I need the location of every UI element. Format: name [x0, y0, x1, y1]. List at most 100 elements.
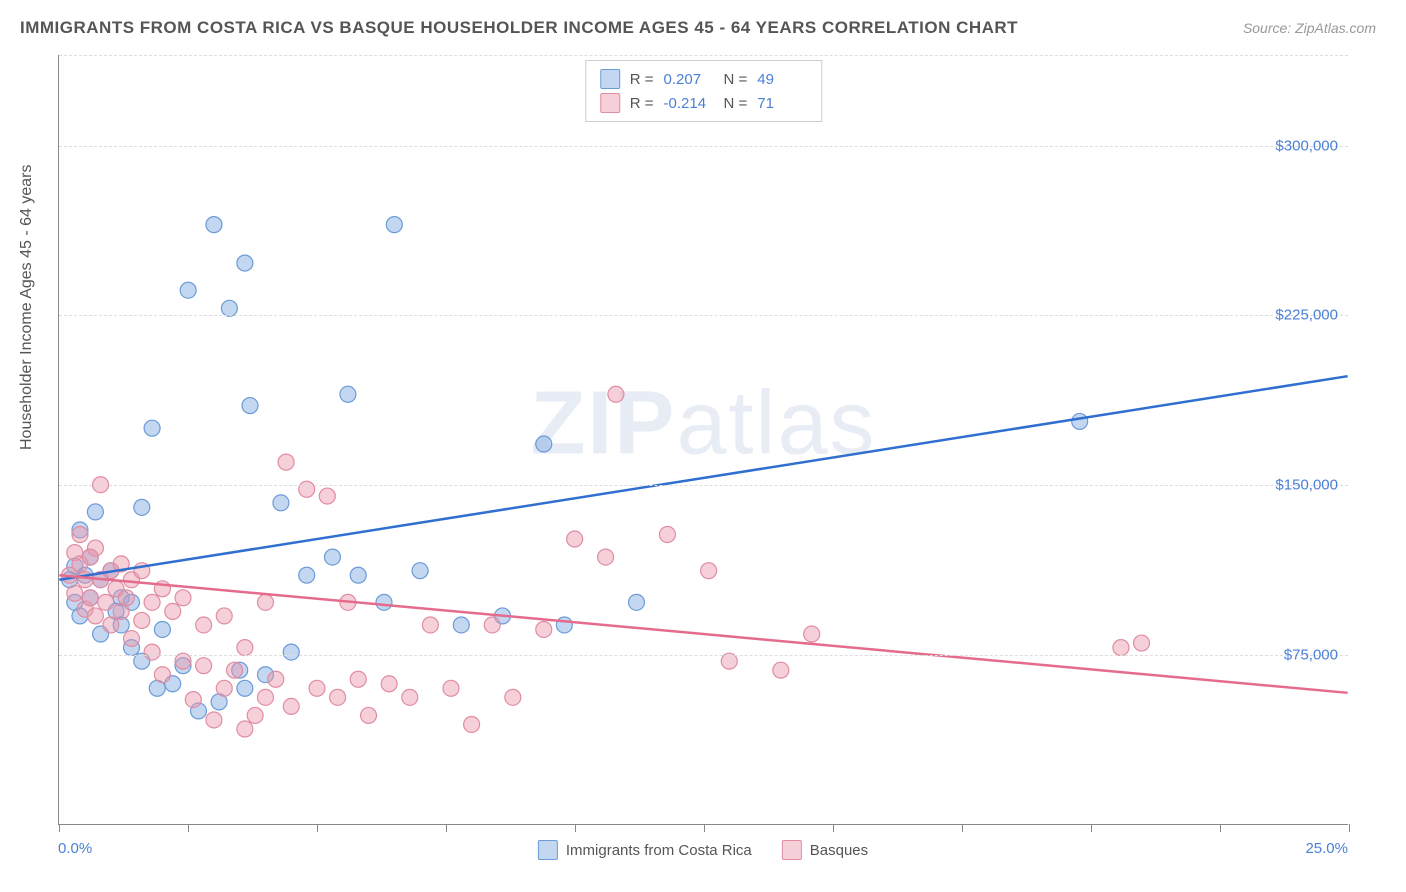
- data-point: [103, 617, 119, 633]
- data-point: [608, 386, 624, 402]
- legend-item: Immigrants from Costa Rica: [538, 840, 752, 860]
- data-point: [422, 617, 438, 633]
- x-axis: 0.0% 25.0% Immigrants from Costa Rica Ba…: [58, 840, 1348, 870]
- data-point: [443, 680, 459, 696]
- x-tick: [59, 824, 60, 832]
- data-point: [484, 617, 500, 633]
- data-point: [67, 585, 83, 601]
- x-tick: [575, 824, 576, 832]
- data-point: [701, 563, 717, 579]
- data-point: [453, 617, 469, 633]
- stats-legend-box: R = 0.207 N = 49 R = -0.214 N = 71: [585, 60, 823, 122]
- data-point: [87, 540, 103, 556]
- gridline: [59, 55, 1348, 56]
- r-value: 0.207: [664, 71, 714, 88]
- data-point: [237, 680, 253, 696]
- swatch-icon: [600, 69, 620, 89]
- data-point: [299, 567, 315, 583]
- x-tick: [962, 824, 963, 832]
- stats-row: R = 0.207 N = 49: [600, 67, 808, 91]
- gridline: [59, 655, 1348, 656]
- data-point: [237, 721, 253, 737]
- data-point: [118, 590, 134, 606]
- data-point: [536, 436, 552, 452]
- swatch-icon: [600, 93, 620, 113]
- gridline: [59, 485, 1348, 486]
- n-value: 71: [757, 95, 807, 112]
- y-tick-label: $225,000: [1275, 307, 1338, 324]
- x-tick: [446, 824, 447, 832]
- data-point: [185, 692, 201, 708]
- data-point: [154, 667, 170, 683]
- plot-area: ZIPatlas R = 0.207 N = 49 R = -0.214 N =…: [58, 55, 1348, 825]
- data-point: [464, 716, 480, 732]
- data-point: [87, 504, 103, 520]
- r-label: R =: [630, 95, 654, 112]
- data-point: [154, 621, 170, 637]
- data-point: [330, 689, 346, 705]
- y-tick-label: $300,000: [1275, 137, 1338, 154]
- legend-item: Basques: [782, 840, 868, 860]
- data-point: [206, 217, 222, 233]
- data-point: [87, 608, 103, 624]
- data-point: [257, 689, 273, 705]
- data-point: [237, 640, 253, 656]
- n-value: 49: [757, 71, 807, 88]
- data-point: [412, 563, 428, 579]
- data-point: [98, 594, 114, 610]
- data-point: [299, 481, 315, 497]
- data-point: [340, 386, 356, 402]
- data-point: [123, 631, 139, 647]
- scatter-plot-svg: [59, 55, 1348, 824]
- data-point: [319, 488, 335, 504]
- data-point: [376, 594, 392, 610]
- data-point: [1113, 640, 1129, 656]
- data-point: [216, 680, 232, 696]
- y-tick-label: $75,000: [1284, 647, 1338, 664]
- legend-label: Basques: [810, 842, 868, 859]
- gridline: [59, 315, 1348, 316]
- data-point: [309, 680, 325, 696]
- data-point: [221, 300, 237, 316]
- swatch-icon: [782, 840, 802, 860]
- x-tick: [1220, 824, 1221, 832]
- data-point: [216, 608, 232, 624]
- data-point: [165, 603, 181, 619]
- trend-line: [59, 575, 1347, 693]
- data-point: [134, 499, 150, 515]
- x-tick: [1091, 824, 1092, 832]
- data-point: [283, 644, 299, 660]
- data-point: [175, 590, 191, 606]
- data-point: [237, 255, 253, 271]
- n-label: N =: [724, 95, 748, 112]
- data-point: [72, 527, 88, 543]
- data-point: [283, 698, 299, 714]
- data-point: [144, 420, 160, 436]
- x-tick: [188, 824, 189, 832]
- y-tick-label: $150,000: [1275, 477, 1338, 494]
- data-point: [402, 689, 418, 705]
- data-point: [386, 217, 402, 233]
- data-point: [629, 594, 645, 610]
- x-tick: [704, 824, 705, 832]
- y-axis-label: Householder Income Ages 45 - 64 years: [18, 165, 36, 451]
- data-point: [196, 658, 212, 674]
- data-point: [536, 621, 552, 637]
- data-point: [350, 671, 366, 687]
- data-point: [134, 612, 150, 628]
- data-point: [180, 282, 196, 298]
- data-point: [598, 549, 614, 565]
- stats-row: R = -0.214 N = 71: [600, 91, 808, 115]
- data-point: [361, 707, 377, 723]
- data-point: [273, 495, 289, 511]
- bottom-legend: Immigrants from Costa Rica Basques: [538, 840, 868, 860]
- data-point: [773, 662, 789, 678]
- swatch-icon: [538, 840, 558, 860]
- data-point: [206, 712, 222, 728]
- data-point: [227, 662, 243, 678]
- data-point: [505, 689, 521, 705]
- data-point: [242, 398, 258, 414]
- data-point: [1072, 413, 1088, 429]
- x-tick: [317, 824, 318, 832]
- data-point: [257, 594, 273, 610]
